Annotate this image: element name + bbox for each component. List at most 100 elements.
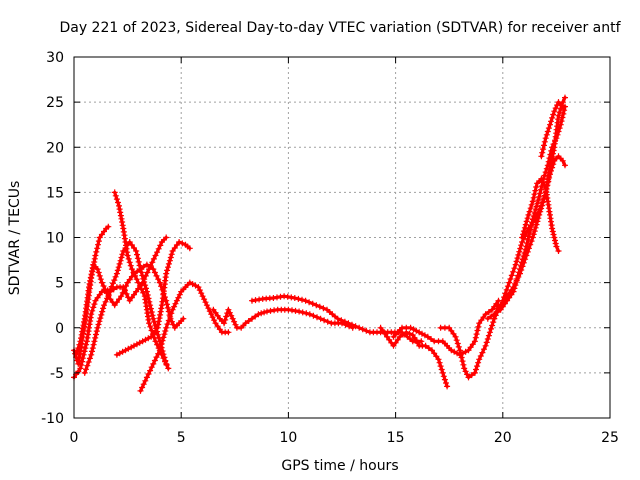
data-point (314, 314, 320, 321)
data-point (157, 344, 164, 351)
data-point (164, 301, 170, 308)
data-point (552, 105, 559, 112)
data-point (517, 245, 524, 252)
data-point (424, 333, 431, 340)
data-point (115, 199, 121, 206)
data-point (134, 251, 140, 258)
data-point (176, 291, 183, 298)
data-point (400, 331, 407, 338)
data-point (474, 363, 481, 370)
data-point (553, 135, 560, 142)
data-point (150, 255, 157, 262)
data-point (321, 317, 328, 324)
data-point (520, 228, 527, 235)
data-point (520, 231, 526, 238)
data-point (556, 125, 563, 132)
data-point (520, 253, 527, 260)
data-point (89, 307, 96, 314)
data-point (261, 309, 268, 316)
series-trace-e (81, 234, 170, 376)
data-point (103, 289, 110, 296)
data-point (170, 321, 177, 328)
data-point (303, 310, 310, 317)
data-point (157, 242, 164, 249)
data-point (338, 317, 345, 324)
data-point (126, 259, 133, 266)
data-point (131, 270, 137, 277)
data-point (460, 361, 467, 368)
x-tick-label: 25 (601, 430, 619, 446)
data-point (156, 279, 163, 286)
series-trace-k (390, 297, 502, 358)
data-point (152, 252, 159, 259)
data-point (544, 128, 551, 135)
data-point (163, 324, 170, 331)
data-point (91, 338, 98, 345)
data-point (548, 167, 554, 174)
data-point (531, 228, 538, 235)
data-point (110, 280, 116, 287)
data-point (133, 276, 140, 283)
data-point (548, 118, 554, 125)
data-point (139, 279, 146, 286)
data-point (165, 264, 171, 271)
data-point (186, 245, 193, 252)
data-point (134, 255, 141, 262)
data-point (522, 221, 529, 228)
data-point (249, 315, 255, 322)
data-point (144, 269, 151, 276)
data-point (539, 199, 546, 206)
data-point (153, 354, 160, 361)
data-point (94, 245, 101, 252)
data-point (148, 364, 155, 371)
data-point (345, 320, 352, 327)
data-point (163, 270, 170, 277)
y-tick-label: 25 (46, 95, 64, 111)
data-point (518, 259, 525, 266)
data-point (529, 234, 536, 241)
data-point (363, 327, 370, 334)
data-point (562, 162, 568, 169)
data-point (474, 327, 481, 334)
data-point (506, 279, 513, 286)
data-point (96, 272, 103, 279)
data-point (118, 254, 125, 261)
data-point (545, 125, 552, 132)
data-point (542, 169, 549, 176)
data-point (102, 286, 109, 293)
data-point (473, 366, 479, 373)
data-point (93, 331, 99, 338)
data-point (160, 355, 167, 362)
data-point (459, 358, 466, 365)
data-point (127, 262, 134, 269)
data-point (146, 320, 152, 327)
x-tick-label: 20 (494, 430, 512, 446)
data-point (81, 348, 88, 355)
data-point (136, 262, 143, 269)
data-point (536, 206, 543, 213)
data-point (491, 311, 498, 318)
data-point (530, 194, 537, 201)
data-point (86, 355, 93, 362)
data-point (84, 362, 91, 369)
data-point (147, 367, 154, 374)
data-point (221, 320, 228, 327)
data-point (545, 158, 552, 165)
data-point (544, 162, 551, 169)
data-point (97, 276, 104, 283)
data-point (155, 350, 162, 357)
data-point (438, 366, 445, 373)
series-trace-c (111, 189, 172, 372)
data-point (514, 255, 521, 262)
data-point (100, 305, 107, 312)
data-point (525, 211, 532, 218)
x-tick-label: 0 (70, 430, 79, 446)
data-point (313, 302, 320, 309)
data-point (552, 240, 559, 247)
data-point (356, 324, 363, 331)
data-point (89, 348, 95, 355)
data-point (147, 302, 154, 309)
data-point (521, 224, 528, 231)
data-point (93, 328, 100, 335)
data-point (513, 279, 520, 285)
